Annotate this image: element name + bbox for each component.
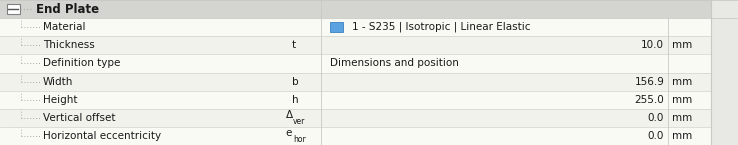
FancyBboxPatch shape [0,127,321,145]
Text: Δ: Δ [286,110,293,120]
Text: Height: Height [43,95,77,105]
Text: End Plate: End Plate [36,3,100,16]
FancyBboxPatch shape [711,0,738,18]
Text: 10.0: 10.0 [641,40,664,50]
Text: Width: Width [43,77,73,87]
Text: ver: ver [293,117,306,126]
FancyBboxPatch shape [321,91,711,109]
FancyBboxPatch shape [321,109,711,127]
FancyBboxPatch shape [0,36,321,54]
Text: Thickness: Thickness [43,40,94,50]
FancyBboxPatch shape [0,72,321,91]
FancyBboxPatch shape [321,127,711,145]
Text: e: e [286,128,292,138]
FancyBboxPatch shape [0,91,321,109]
Text: b: b [292,77,298,87]
Text: Definition type: Definition type [43,58,120,68]
FancyBboxPatch shape [711,54,738,72]
FancyBboxPatch shape [0,0,711,18]
Text: hor: hor [293,135,306,144]
FancyBboxPatch shape [711,109,738,127]
FancyBboxPatch shape [321,18,711,36]
Text: 0.0: 0.0 [648,131,664,141]
Text: 156.9: 156.9 [635,77,664,87]
Text: 255.0: 255.0 [635,95,664,105]
Text: mm: mm [672,40,692,50]
Text: Horizontal eccentricity: Horizontal eccentricity [43,131,161,141]
Text: Dimensions and position: Dimensions and position [330,58,459,68]
FancyBboxPatch shape [711,91,738,109]
FancyBboxPatch shape [711,36,738,54]
Text: mm: mm [672,113,692,123]
FancyBboxPatch shape [0,109,321,127]
FancyBboxPatch shape [321,36,711,54]
FancyBboxPatch shape [711,72,738,91]
Text: h: h [292,95,298,105]
FancyBboxPatch shape [0,18,321,36]
Text: mm: mm [672,77,692,87]
FancyBboxPatch shape [321,54,711,72]
Text: 0.0: 0.0 [648,113,664,123]
FancyBboxPatch shape [321,72,711,91]
FancyBboxPatch shape [330,22,343,32]
Text: Material: Material [43,22,86,32]
FancyBboxPatch shape [0,54,321,72]
Text: mm: mm [672,131,692,141]
Text: 1 - S235 | Isotropic | Linear Elastic: 1 - S235 | Isotropic | Linear Elastic [352,22,531,32]
FancyBboxPatch shape [7,4,20,14]
Text: t: t [292,40,296,50]
Text: mm: mm [672,95,692,105]
FancyBboxPatch shape [711,127,738,145]
FancyBboxPatch shape [711,18,738,36]
Text: Vertical offset: Vertical offset [43,113,115,123]
